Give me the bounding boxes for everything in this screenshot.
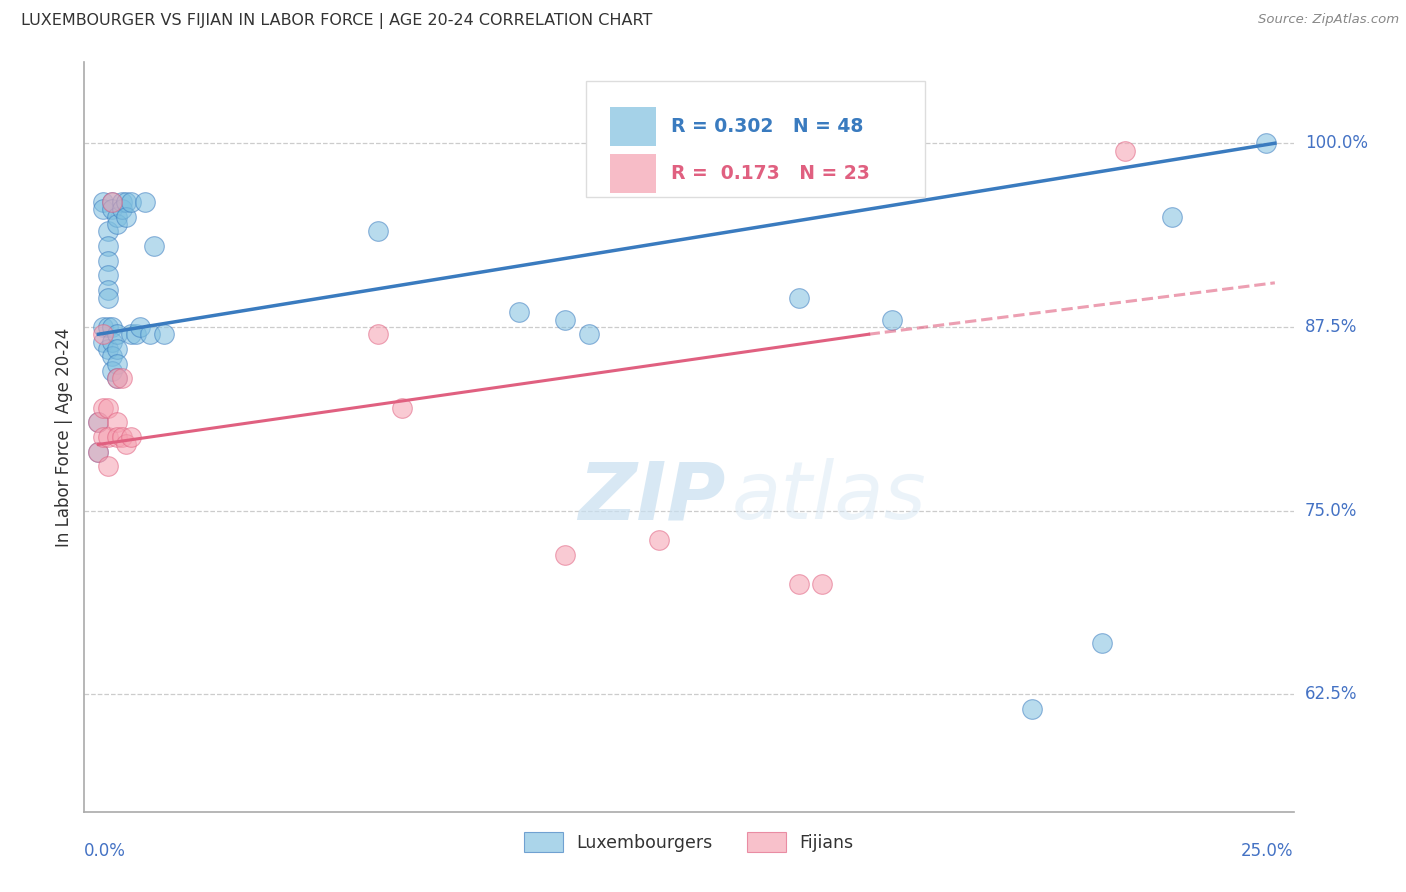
Fijians [101,194,124,209]
Fijians [391,401,413,415]
Fijians [105,416,128,430]
Legend: Luxembourgers, Fijians: Luxembourgers, Fijians [517,825,860,859]
Luxembourgers [880,312,903,326]
Text: LUXEMBOURGER VS FIJIAN IN LABOR FORCE | AGE 20-24 CORRELATION CHART: LUXEMBOURGER VS FIJIAN IN LABOR FORCE | … [21,13,652,29]
Text: R =  0.173   N = 23: R = 0.173 N = 23 [671,164,870,183]
Fijians [111,430,134,444]
Luxembourgers [97,239,120,253]
Luxembourgers [91,334,114,349]
Luxembourgers [105,210,128,224]
Luxembourgers [91,319,114,334]
Fijians [87,444,110,458]
Text: Source: ZipAtlas.com: Source: ZipAtlas.com [1258,13,1399,27]
Luxembourgers [105,217,128,231]
Luxembourgers [91,194,114,209]
Fijians [111,371,134,385]
Luxembourgers [101,319,124,334]
Text: 25.0%: 25.0% [1241,842,1294,860]
Luxembourgers [105,357,128,371]
Luxembourgers [787,291,810,305]
Fijians [1114,144,1136,158]
Luxembourgers [97,291,120,305]
Luxembourgers [87,416,110,430]
Luxembourgers [111,202,134,217]
Fijians [367,327,389,342]
Luxembourgers [97,342,120,356]
FancyBboxPatch shape [586,81,925,197]
Fijians [91,401,114,415]
Text: 75.0%: 75.0% [1305,501,1357,519]
Luxembourgers [125,327,148,342]
Luxembourgers [508,305,530,319]
Text: 62.5%: 62.5% [1305,685,1357,703]
Luxembourgers [115,210,138,224]
Luxembourgers [105,327,128,342]
Fijians [105,371,128,385]
Luxembourgers [134,194,156,209]
Fijians [91,430,114,444]
Fijians [811,577,834,591]
FancyBboxPatch shape [610,107,657,146]
Luxembourgers [143,239,166,253]
Fijians [120,430,142,444]
Luxembourgers [120,194,142,209]
Fijians [105,430,128,444]
Luxembourgers [111,194,134,209]
Luxembourgers [1254,136,1277,151]
Luxembourgers [367,224,389,238]
Fijians [647,533,669,547]
Luxembourgers [578,327,600,342]
Text: 87.5%: 87.5% [1305,318,1357,336]
Luxembourgers [129,319,152,334]
Luxembourgers [115,194,138,209]
Luxembourgers [120,327,142,342]
Luxembourgers [105,371,128,385]
Fijians [97,459,120,474]
Text: R = 0.302   N = 48: R = 0.302 N = 48 [671,118,863,136]
Text: atlas: atlas [731,458,927,536]
Luxembourgers [101,349,124,363]
Luxembourgers [97,268,120,283]
FancyBboxPatch shape [610,153,657,193]
Luxembourgers [101,194,124,209]
Y-axis label: In Labor Force | Age 20-24: In Labor Force | Age 20-24 [55,327,73,547]
Luxembourgers [554,312,576,326]
Text: ZIP: ZIP [578,458,725,536]
Luxembourgers [97,224,120,238]
Luxembourgers [97,283,120,297]
Luxembourgers [97,253,120,268]
Luxembourgers [1091,636,1114,650]
Luxembourgers [91,202,114,217]
Fijians [97,401,120,415]
Fijians [87,416,110,430]
Fijians [554,548,576,562]
Luxembourgers [101,334,124,349]
Luxembourgers [101,202,124,217]
Luxembourgers [152,327,174,342]
Luxembourgers [1021,702,1043,716]
Luxembourgers [101,364,124,378]
Luxembourgers [1161,210,1184,224]
Fijians [97,430,120,444]
Text: 0.0%: 0.0% [84,842,127,860]
Text: 100.0%: 100.0% [1305,134,1368,153]
Fijians [115,437,138,451]
Luxembourgers [87,444,110,458]
Luxembourgers [138,327,160,342]
Fijians [91,327,114,342]
Luxembourgers [105,342,128,356]
Luxembourgers [97,319,120,334]
Fijians [787,577,810,591]
